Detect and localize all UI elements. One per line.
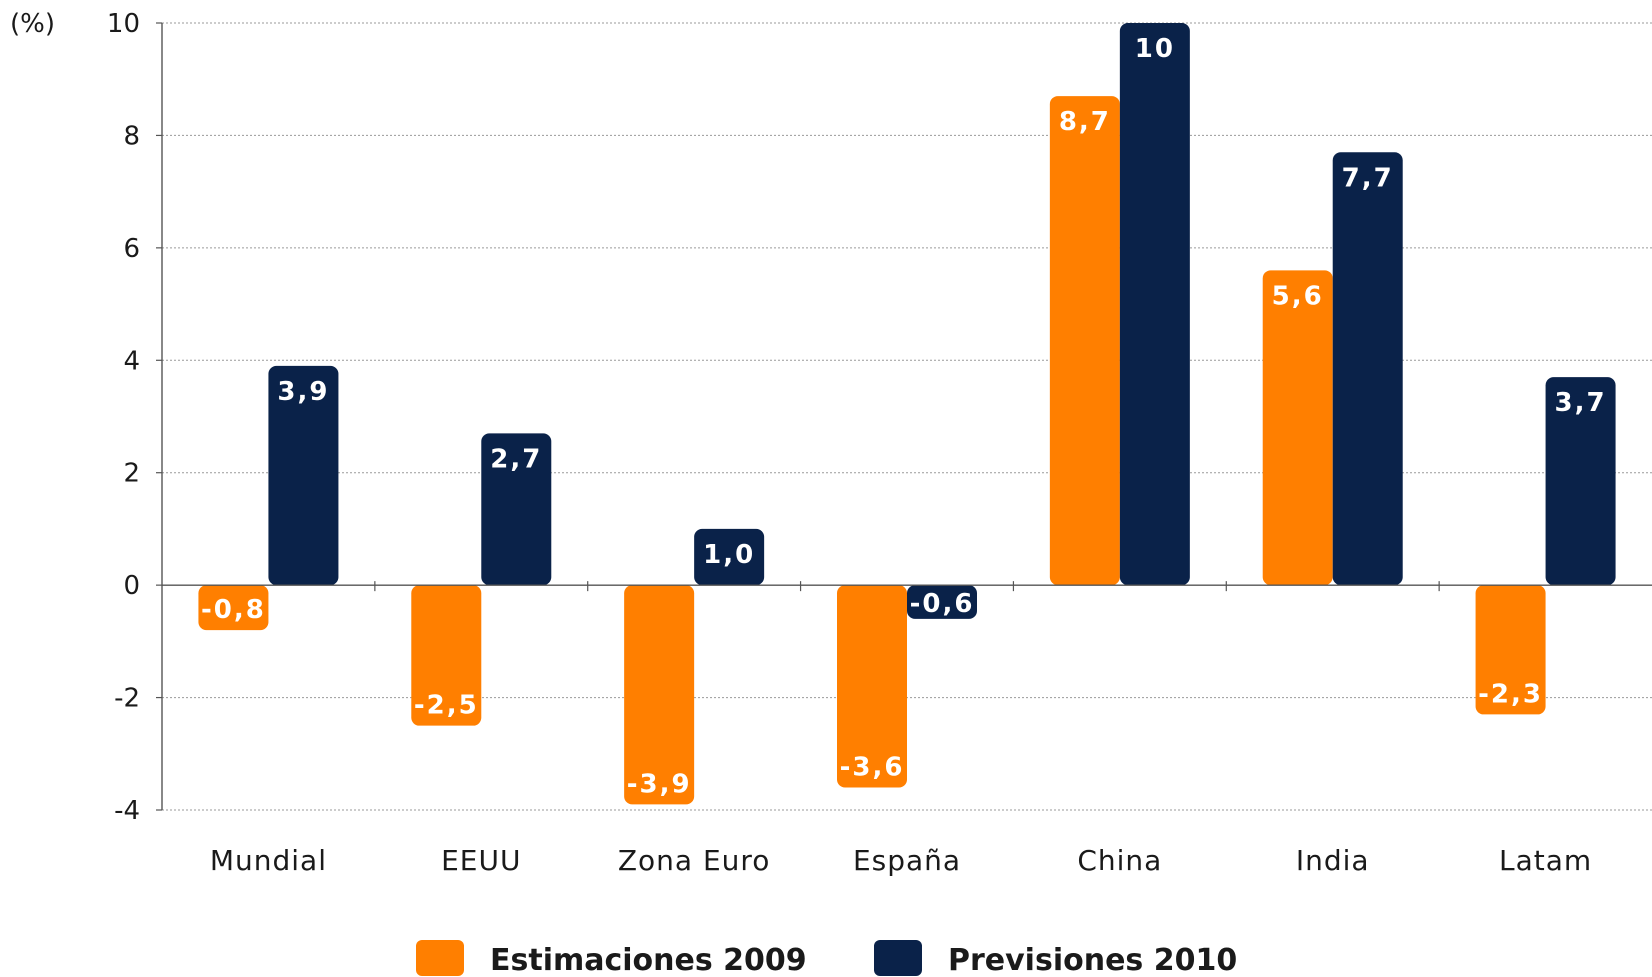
category-label: India (1296, 844, 1370, 877)
bar-previsiones-2010 (1332, 152, 1403, 586)
bar-estimaciones-2009 (1262, 270, 1333, 586)
bar-estimaciones-2009 (624, 585, 695, 805)
bar-estimaciones-2009 (837, 585, 907, 788)
gridlines (162, 22, 1652, 811)
category-label: China (1077, 844, 1162, 877)
bar-previsiones-2010 (1119, 23, 1190, 586)
y-tick-label: 0 (123, 571, 140, 601)
data-label: -0,8 (201, 595, 266, 625)
y-tick-label: 2 (123, 459, 140, 489)
data-label: -0,6 (910, 589, 975, 619)
category-label: EEUU (441, 844, 521, 877)
y-tick-label: 10 (107, 9, 140, 39)
data-label: -2,5 (414, 691, 479, 721)
y-axis-ticks: -4 -2 0 2 4 6 8 10 (107, 9, 162, 826)
y-tick-label: -2 (114, 684, 140, 714)
category-label: España (853, 844, 961, 877)
bar-previsiones-2010 (694, 528, 765, 586)
data-label: 7,7 (1342, 163, 1394, 193)
legend-swatch (874, 940, 922, 976)
bar-previsiones-2010 (268, 365, 339, 586)
bar-previsiones-2010 (907, 585, 977, 619)
bar-estimaciones-2009 (1475, 585, 1546, 715)
y-tick-label: 8 (123, 121, 140, 151)
x-axis-categories: Mundial EEUU Zona Euro España China India Lata… (210, 844, 1592, 877)
data-label: -2,3 (1478, 679, 1543, 709)
bar-estimaciones-2009 (198, 585, 269, 631)
bar-previsiones-2010 (1545, 377, 1616, 586)
data-label: 2,7 (490, 444, 542, 474)
legend: Estimaciones 2009 Previsiones 2010 (416, 940, 1237, 977)
data-label: -3,6 (840, 753, 905, 783)
y-tick-label: 6 (123, 234, 140, 264)
category-label: Mundial (210, 844, 327, 877)
y-tick-label: 4 (123, 346, 140, 376)
data-label: 3,7 (1555, 388, 1607, 418)
data-label: -3,9 (627, 769, 692, 799)
bars: -0,8 3,9 -2,5 2,7 -3,9 1,0 -3,6 -0,6 8,7 10 5,6 7,7… (198, 23, 1616, 805)
data-label: 10 (1135, 34, 1175, 64)
legend-label: Previsiones 2010 (948, 943, 1237, 977)
data-label: 3,9 (277, 377, 329, 407)
axes (161, 23, 1652, 810)
category-label: Latam (1499, 844, 1592, 877)
bar-estimaciones-2009 (1049, 96, 1120, 586)
y-tick-label: -4 (114, 796, 140, 826)
bar-estimaciones-2009 (411, 585, 482, 726)
legend-label: Estimaciones 2009 (490, 943, 807, 977)
data-label: 8,7 (1059, 107, 1111, 137)
data-label: 1,0 (703, 540, 755, 570)
y-axis-unit-label: (%) (10, 9, 55, 39)
legend-swatch (416, 940, 464, 976)
category-label: Zona Euro (618, 844, 771, 877)
data-label: 5,6 (1272, 281, 1324, 311)
bar-previsiones-2010 (481, 433, 552, 586)
